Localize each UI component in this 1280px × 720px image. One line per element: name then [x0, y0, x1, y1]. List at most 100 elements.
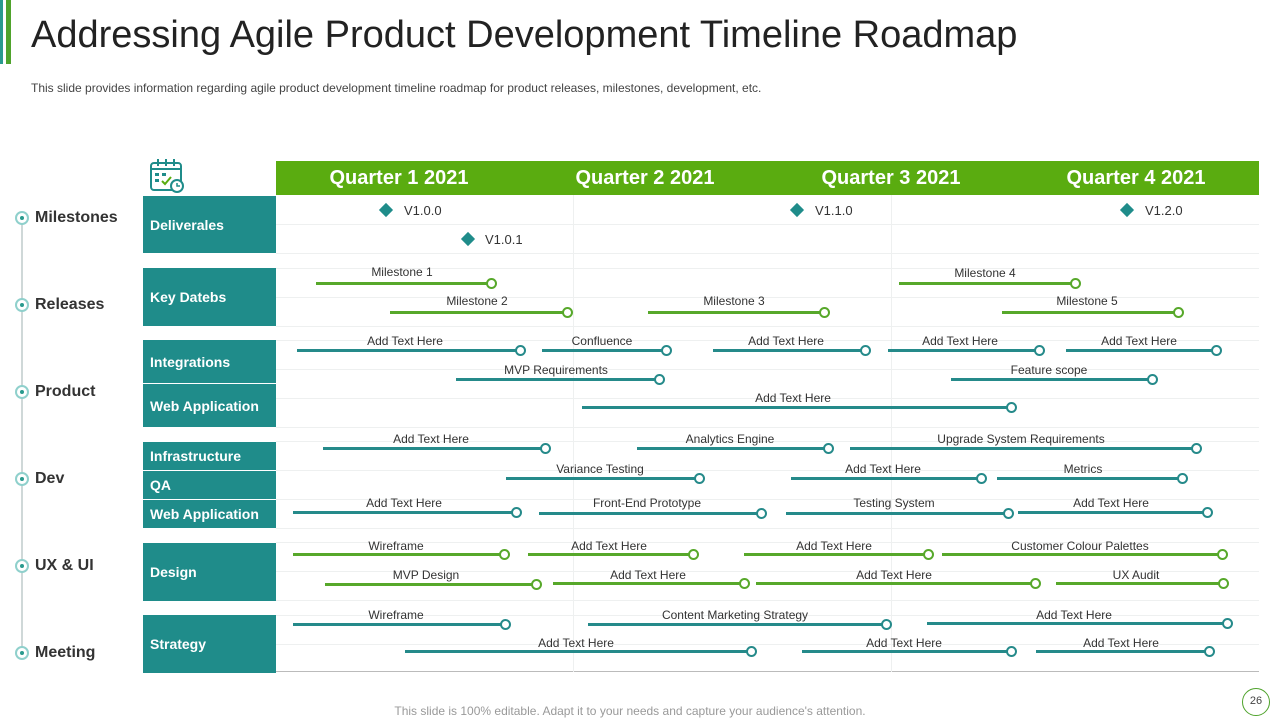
- timeline-bar: [791, 473, 987, 484]
- timeline-bar: [942, 549, 1228, 560]
- bar-label: Milestone 2: [446, 294, 508, 308]
- sidebar-item-releases: Releases: [15, 295, 104, 315]
- bar-label: Add Text Here: [748, 334, 824, 348]
- sidebar-item-milestones: Milestones: [15, 208, 118, 228]
- timeline-bar: [927, 618, 1233, 629]
- calendar-icon: [150, 159, 184, 193]
- version-label: V1.0.1: [485, 232, 523, 247]
- timeline-bar: [1018, 507, 1213, 518]
- bar-label: Metrics: [1063, 462, 1103, 476]
- bar-label: Add Text Here: [571, 539, 647, 553]
- category-design: Design: [143, 543, 276, 601]
- bar-label: Add Text Here: [755, 391, 831, 405]
- timeline-bar: [1056, 578, 1229, 589]
- timeline-bar: [786, 508, 1014, 519]
- timeline-bar: [405, 646, 757, 657]
- timeline-bar: [316, 278, 497, 289]
- category-deliverables: Deliverales: [143, 196, 276, 253]
- sidebar-item-product: Product: [15, 382, 95, 402]
- timeline-bar: [713, 345, 871, 356]
- sidebar-timeline-line: [21, 218, 23, 654]
- bar-label: Add Text Here: [922, 334, 998, 348]
- quarter-2-label: Quarter 2 2021: [575, 167, 715, 189]
- bar-label: Milestone 1: [371, 265, 433, 279]
- timeline-bar: [1036, 646, 1215, 657]
- timeline-bar: [293, 549, 510, 560]
- quarter-1-label: Quarter 1 2021: [329, 167, 469, 189]
- bar-label: MVP Design: [392, 568, 460, 582]
- timeline-node-icon: [15, 472, 29, 486]
- bar-label: Variance Testing: [556, 462, 644, 476]
- timeline-bar: [297, 345, 526, 356]
- bar-label: Add Text Here: [845, 462, 921, 476]
- bar-label: Front-End Prototype: [592, 496, 702, 510]
- category-qa: QA: [143, 471, 276, 499]
- category-strategy: Strategy: [143, 615, 276, 673]
- bar-label: Upgrade System Requirements: [937, 432, 1105, 446]
- bar-label: Add Text Here: [796, 539, 872, 553]
- bar-label: Add Text Here: [610, 568, 686, 582]
- timeline-bar: [553, 578, 750, 589]
- category-infrastructure: Infrastructure: [143, 442, 276, 470]
- timeline-bar: [997, 473, 1188, 484]
- bar-label: Add Text Here: [1101, 334, 1177, 348]
- timeline-bar: [850, 443, 1202, 454]
- page-title: Addressing Agile Product Development Tim…: [31, 14, 1018, 56]
- timeline-node-icon: [15, 559, 29, 573]
- sidebar-item-meeting: Meeting: [15, 643, 95, 663]
- bar-label: Add Text Here: [1083, 636, 1159, 650]
- bar-label: Add Text Here: [1036, 608, 1112, 622]
- timeline-bar: [542, 345, 672, 356]
- timeline-bar: [506, 473, 705, 484]
- timeline-bar: [539, 508, 767, 519]
- bar-label: Milestone 3: [703, 294, 765, 308]
- timeline-node-icon: [15, 385, 29, 399]
- timeline-bar: [899, 278, 1081, 289]
- quarter-4-label: Quarter 4 2021: [1066, 167, 1206, 189]
- bar-label: Add Text Here: [538, 636, 614, 650]
- timeline-bar: [390, 307, 573, 318]
- footer-note: This slide is 100% editable. Adapt it to…: [394, 704, 866, 718]
- timeline-bar: [588, 619, 892, 630]
- bar-label: Add Text Here: [393, 432, 469, 446]
- category-key-dates: Key Datebs: [143, 268, 276, 326]
- timeline-bar: [293, 619, 511, 630]
- bar-label: Add Text Here: [1073, 496, 1149, 510]
- page-number: 26: [1242, 688, 1270, 716]
- timeline-bar: [293, 507, 522, 518]
- bar-label: Confluence: [571, 334, 633, 348]
- bar-label: Add Text Here: [366, 496, 442, 510]
- bar-label: Testing System: [853, 496, 935, 510]
- timeline-bar: [1002, 307, 1184, 318]
- version-label: V1.0.0: [404, 203, 442, 218]
- category-web-application: Web Application: [143, 384, 276, 427]
- version-label: V1.1.0: [815, 203, 853, 218]
- bar-label: MVP Requirements: [504, 363, 608, 377]
- timeline-bar: [756, 578, 1041, 589]
- sidebar-item-ux-ui: UX & UI: [15, 556, 94, 576]
- timeline-node-icon: [15, 298, 29, 312]
- bar-label: Wireframe: [368, 608, 424, 622]
- bar-label: Milestone 4: [954, 266, 1016, 280]
- quarter-3-label: Quarter 3 2021: [821, 167, 961, 189]
- accent-bar-teal: [0, 0, 3, 64]
- timeline-bar: [744, 549, 934, 560]
- bar-label: Wireframe: [368, 539, 424, 553]
- accent-bar-green: [6, 0, 11, 64]
- timeline-bar: [637, 443, 834, 454]
- timeline-bar: [802, 646, 1017, 657]
- category-integrations: Integrations: [143, 340, 276, 383]
- bar-label: Add Text Here: [866, 636, 942, 650]
- timeline-bar: [582, 402, 1017, 413]
- bar-label: Milestone 5: [1056, 294, 1118, 308]
- timeline-bar: [951, 374, 1158, 385]
- page-subtitle: This slide provides information regardin…: [31, 81, 762, 95]
- timeline-bar: [648, 307, 830, 318]
- sidebar-item-dev: Dev: [15, 469, 64, 489]
- bar-label: Content Marketing Strategy: [661, 608, 809, 622]
- timeline-bar: [888, 345, 1045, 356]
- bar-label: UX Audit: [1112, 568, 1160, 582]
- bar-label: Feature scope: [1010, 363, 1088, 377]
- timeline-bar: [325, 579, 542, 590]
- timeline-bar: [1066, 345, 1222, 356]
